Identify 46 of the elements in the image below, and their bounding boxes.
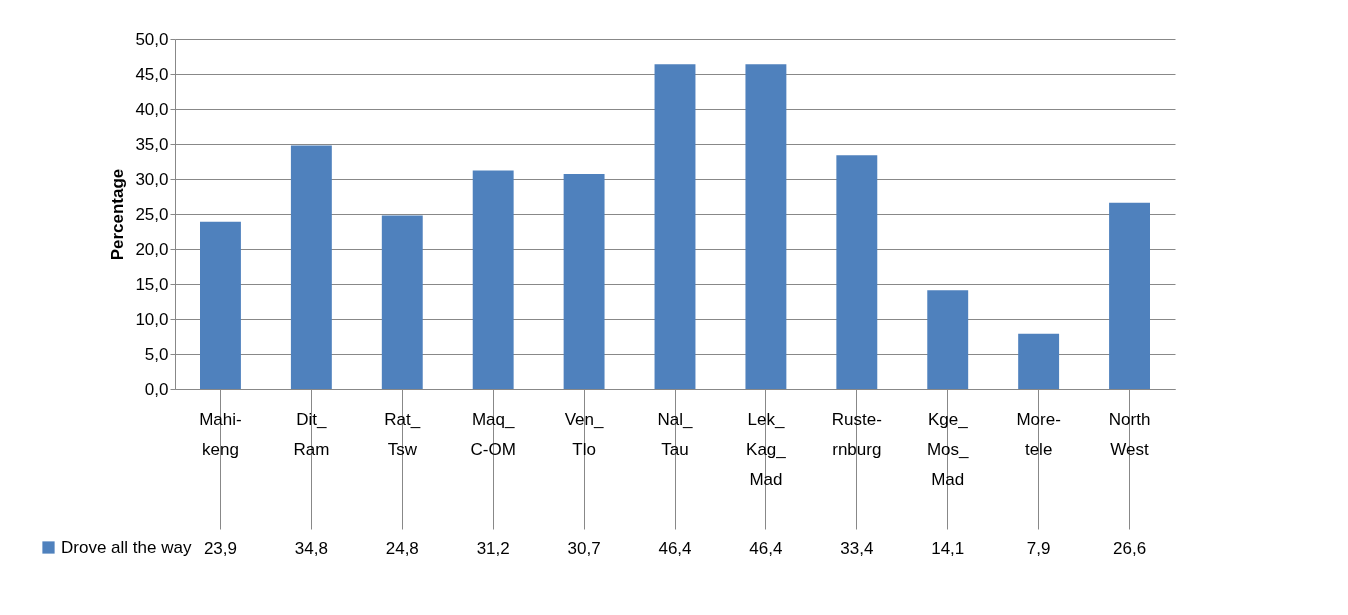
- data-label: 26,6: [1113, 539, 1147, 558]
- y-tick-label: 30,0: [135, 169, 169, 189]
- data-label: 46,4: [658, 539, 692, 558]
- y-tick-label: 40,0: [135, 99, 169, 119]
- y-tick-label: 10,0: [135, 309, 169, 329]
- data-label: 24,8: [385, 539, 419, 558]
- y-tick-label: 5,0: [144, 344, 169, 364]
- data-label: 7,9: [1026, 539, 1051, 558]
- data-label: 46,4: [749, 539, 783, 558]
- x-tick-label: Kge_ Mos_ Mad: [926, 409, 970, 489]
- bar: [290, 145, 332, 389]
- legend-label: Drove all the way: [61, 537, 192, 557]
- y-tick-label: 45,0: [135, 64, 169, 84]
- bar: [381, 215, 423, 389]
- bar: [472, 170, 514, 389]
- x-tick-label: Rat_ Tsw: [384, 409, 421, 459]
- x-tick-label: Ruste- rnburg: [831, 409, 882, 459]
- x-tick-label: Ven_ Tlo: [564, 409, 605, 459]
- bar: [745, 64, 787, 389]
- x-tick-label: More- tele: [1016, 409, 1061, 459]
- bar: [1018, 333, 1060, 389]
- y-tick-label: 15,0: [135, 274, 169, 294]
- y-axis-title: Percentage: [108, 168, 128, 261]
- data-label: 31,2: [476, 539, 510, 558]
- x-tick-label: Nal_ Tau: [657, 409, 694, 459]
- bar: [1109, 202, 1150, 389]
- bar: [927, 290, 969, 389]
- bar: [836, 155, 878, 389]
- x-tick-label: Dit_ Ram: [293, 409, 330, 459]
- data-label: 23,9: [203, 539, 237, 558]
- x-tick-label: Lek_ Kag_ Mad: [746, 409, 787, 489]
- data-label: 30,7: [567, 539, 601, 558]
- bar: [654, 64, 696, 389]
- x-tick-label: Maq_ C-OM: [470, 409, 516, 459]
- data-label: 14,1: [931, 539, 965, 558]
- x-tick-label: North West: [1108, 409, 1151, 459]
- y-tick-label: 35,0: [135, 134, 169, 154]
- y-tick-label: 0,0: [144, 379, 169, 399]
- bar: [563, 174, 605, 389]
- data-label: 33,4: [840, 539, 874, 558]
- data-label: 34,8: [294, 539, 328, 558]
- bar: [200, 221, 241, 389]
- y-tick-label: 50,0: [135, 29, 169, 49]
- y-tick-label: 25,0: [135, 204, 169, 224]
- y-tick-label: 20,0: [135, 239, 169, 259]
- x-tick-label: Mahi- keng: [199, 409, 242, 459]
